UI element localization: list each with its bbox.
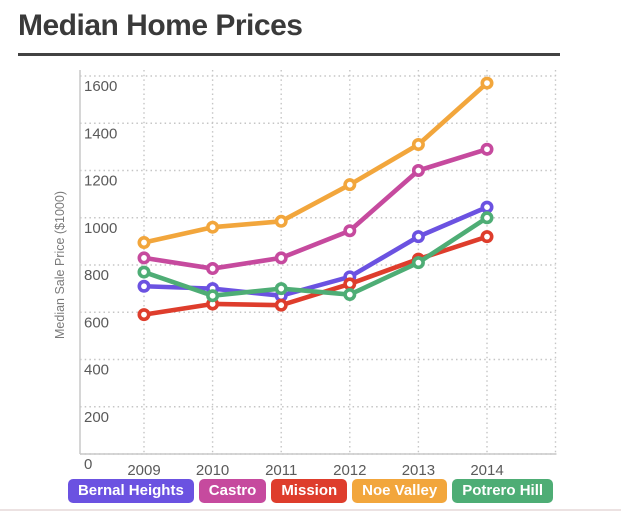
chart-axes (79, 70, 557, 455)
data-point (206, 220, 220, 234)
x-tick-label: 2011 (265, 462, 297, 479)
data-point (480, 200, 494, 214)
chart-series (137, 76, 494, 322)
title-underline (18, 53, 560, 56)
x-tick-label: 2010 (196, 462, 229, 479)
data-point (137, 308, 151, 322)
legend-item-noe-valley[interactable]: Noe Valley (352, 479, 448, 503)
data-point (343, 178, 357, 192)
x-tick-label: 2014 (470, 462, 503, 479)
data-point (480, 211, 494, 225)
data-point (137, 279, 151, 293)
chart-svg: 0 200 400 600 800 1000 1200 1400 1600 2009 2010 201… (53, 70, 557, 479)
y-tick-label: 1000 (84, 220, 117, 237)
data-point (274, 251, 288, 265)
y-tick-label: 1200 (84, 173, 117, 190)
page-title: Median Home Prices (18, 9, 303, 42)
y-tick-label: 600 (84, 314, 109, 331)
data-point (274, 214, 288, 228)
data-point (411, 164, 425, 178)
legend: Bernal Heights Castro Mission Noe Valley Pot… (0, 479, 621, 503)
data-point (274, 298, 288, 312)
legend-item-potrero-hill[interactable]: Potrero Hill (452, 479, 554, 503)
data-point (274, 282, 288, 296)
y-tick-label: 800 (84, 267, 109, 284)
y-tick-label: 400 (84, 362, 109, 379)
legend-item-mission[interactable]: Mission (271, 479, 348, 503)
y-tick-label: 1600 (84, 78, 117, 95)
data-point (480, 230, 494, 244)
bottom-divider (0, 509, 621, 511)
data-point (206, 262, 220, 276)
legend-item-bernal-heights[interactable]: Bernal Heights (67, 479, 194, 503)
chart-tick-labels: 0 200 400 600 800 1000 1200 1400 1600 2009 2010 201… (84, 78, 504, 479)
data-point (343, 277, 357, 291)
data-point (137, 236, 151, 250)
x-tick-label: 2012 (333, 462, 366, 479)
data-point (343, 224, 357, 238)
series-potrero-hill (137, 211, 494, 303)
y-tick-label: 1400 (84, 125, 117, 142)
data-point (480, 142, 494, 156)
data-point (411, 256, 425, 270)
data-point (137, 265, 151, 279)
y-tick-label: 0 (84, 456, 92, 473)
legend-item-castro[interactable]: Castro (198, 479, 267, 503)
y-axis-title: Median Sale Price ($1000) (53, 191, 67, 339)
chart-gridlines (80, 70, 557, 455)
data-point (206, 289, 220, 303)
y-tick-label: 200 (84, 409, 109, 426)
x-tick-label: 2013 (402, 462, 435, 479)
data-point (137, 251, 151, 265)
data-point (480, 76, 494, 90)
series-noe-valley (137, 76, 494, 250)
x-tick-label: 2009 (127, 462, 160, 479)
chart-area: 0 200 400 600 800 1000 1200 1400 1600 2009 2010 201… (0, 58, 621, 482)
data-point (343, 288, 357, 302)
data-point (411, 138, 425, 152)
data-point (411, 230, 425, 244)
series-castro (137, 142, 494, 276)
